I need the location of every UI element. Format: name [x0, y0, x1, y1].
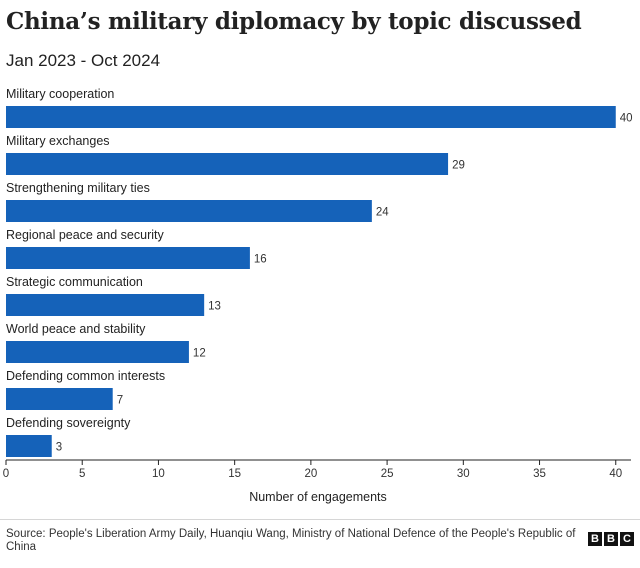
- bar: [6, 200, 372, 222]
- bar: [6, 247, 250, 269]
- data-label: 24: [376, 207, 389, 219]
- bar-chart: Military cooperation 40 Military exchanges…: [3, 87, 633, 504]
- data-label: 3: [56, 442, 62, 454]
- bar: [6, 294, 205, 316]
- category-label: Defending sovereignty: [6, 416, 131, 430]
- x-tick-label: 30: [457, 468, 470, 480]
- data-label: 29: [452, 160, 465, 172]
- data-label: 13: [208, 301, 221, 313]
- bbc-logo-letter-1: B: [588, 532, 602, 546]
- bar: [6, 435, 52, 457]
- footer-divider: [0, 519, 640, 520]
- x-tick-label: 40: [609, 468, 622, 480]
- chart-title: China’s military diplomacy by topic disc…: [6, 8, 582, 35]
- x-tick-label: 0: [3, 468, 9, 480]
- bar: [6, 153, 449, 175]
- source-note: Source: People's Liberation Army Daily, …: [6, 528, 576, 553]
- category-label: Strengthening military ties: [6, 181, 150, 195]
- data-label: 7: [117, 395, 123, 407]
- x-axis-title: Number of engagements: [249, 490, 387, 504]
- x-tick-label: 35: [533, 468, 546, 480]
- x-tick-label: 25: [381, 468, 394, 480]
- category-label: World peace and stability: [6, 322, 146, 336]
- category-label: Defending common interests: [6, 369, 165, 383]
- data-label: 12: [193, 348, 206, 360]
- bar: [6, 341, 189, 363]
- bbc-logo: B B C: [588, 532, 634, 546]
- x-tick-label: 10: [152, 468, 165, 480]
- category-label: Regional peace and security: [6, 228, 164, 242]
- category-label: Military cooperation: [6, 87, 114, 101]
- x-tick-label: 15: [228, 468, 241, 480]
- chart-subtitle: Jan 2023 - Oct 2024: [6, 51, 161, 70]
- bar: [6, 106, 616, 128]
- bbc-logo-letter-2: B: [604, 532, 618, 546]
- data-label: 40: [620, 113, 633, 125]
- x-tick-label: 20: [304, 468, 317, 480]
- bbc-logo-letter-3: C: [620, 532, 634, 546]
- category-label: Strategic communication: [6, 275, 143, 289]
- x-tick-label: 5: [79, 468, 85, 480]
- data-label: 16: [254, 254, 267, 266]
- category-label: Military exchanges: [6, 134, 110, 148]
- bar: [6, 388, 113, 410]
